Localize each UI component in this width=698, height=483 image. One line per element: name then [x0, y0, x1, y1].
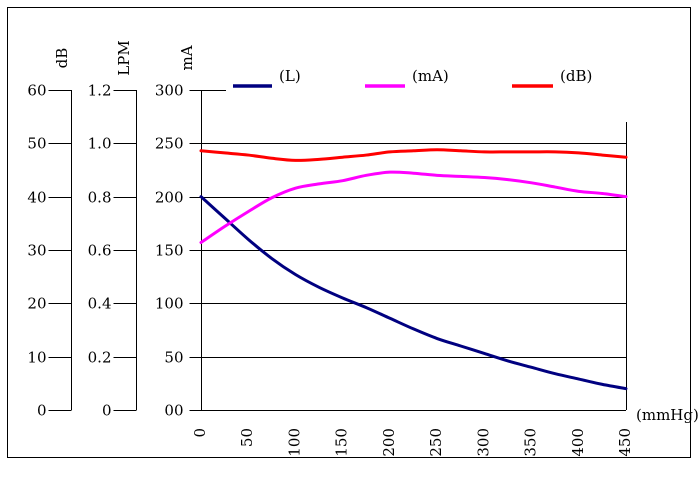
y-tick-label: 300: [155, 82, 184, 100]
y-tick-label: 0: [102, 402, 112, 420]
y-tick-label: 250: [155, 135, 184, 153]
y-tick-label: 0.8: [88, 189, 112, 207]
x-tick-label: 200: [380, 428, 398, 457]
y-axis-title-db: dB: [53, 48, 71, 69]
x-tick-label: 50: [238, 428, 256, 447]
x-tick-label: 150: [333, 428, 351, 457]
x-tick-label: 250: [427, 428, 445, 457]
legend-label-1: (mA): [412, 67, 449, 85]
y-tick-label: 0.6: [88, 242, 112, 260]
y-tick-label: 40: [27, 189, 46, 207]
x-tick-label: 350: [522, 428, 540, 457]
y-tick-label: 0.2: [88, 349, 112, 367]
x-tick-label: 400: [569, 428, 587, 457]
series-line-0: [199, 195, 628, 391]
y-tick-label: 30: [27, 242, 46, 260]
x-tick-label: 300: [474, 428, 492, 457]
y-tick-label: 10: [27, 349, 46, 367]
y-tick-label: 60: [27, 82, 46, 100]
series-line-1: [199, 170, 628, 245]
y-tick-label: 50: [164, 349, 183, 367]
y-tick-label: 0: [37, 402, 47, 420]
y-axis-title-ma: mA: [178, 45, 196, 70]
y-tick-label: 1.2: [88, 82, 112, 100]
series-line-2: [199, 148, 628, 162]
x-tick-label: 450: [616, 428, 634, 457]
y-tick-label: 0.4: [88, 295, 112, 313]
x-axis-label: (mmHg): [636, 406, 698, 424]
y-tick-label: 200: [155, 189, 184, 207]
y-tick-label: 50: [27, 135, 46, 153]
y-tick-label: 100: [155, 295, 184, 313]
outer-frame: [7, 7, 691, 458]
x-tick-label: 0: [191, 428, 209, 438]
x-tick-label: 100: [285, 428, 303, 457]
y-tick-label: 00: [164, 402, 183, 420]
legend-label-0: (L): [279, 67, 301, 85]
legend-label-2: (dB): [560, 67, 592, 85]
y-tick-label: 20: [27, 295, 46, 313]
y-tick-label: 150: [155, 242, 184, 260]
y-tick-label: 1.0: [88, 135, 112, 153]
y-axis-title-lpm: LPM: [115, 40, 133, 75]
